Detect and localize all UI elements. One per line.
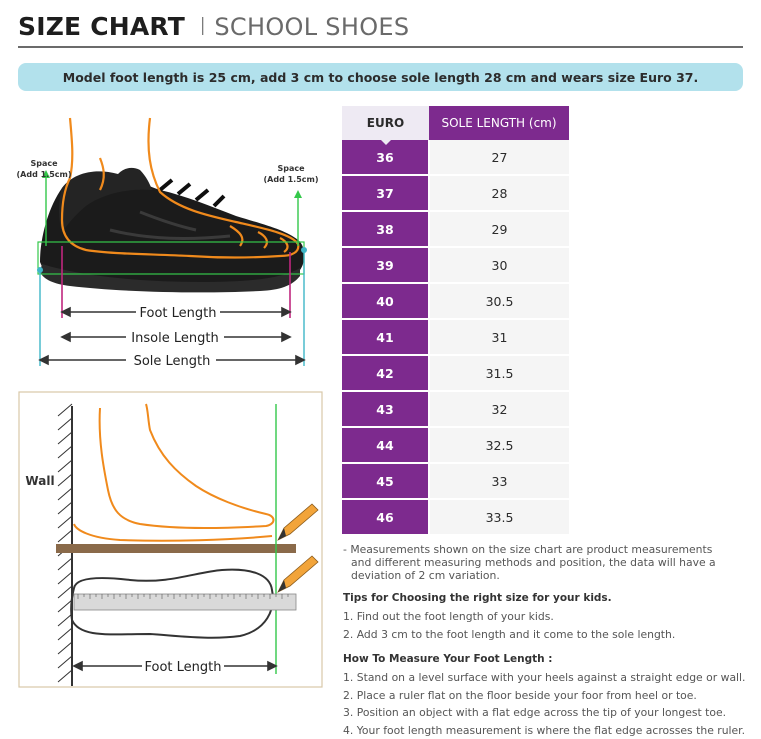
euro-size: 46 [342, 499, 429, 535]
sole-length: 32.5 [429, 427, 569, 463]
list-item: 2. Add 3 cm to the foot length and it co… [343, 626, 753, 644]
euro-size: 45 [342, 463, 429, 499]
howto-list: 1. Stand on a level surface with your he… [343, 669, 753, 739]
pencil-icon [278, 556, 318, 592]
space-right-label: Space [277, 164, 305, 173]
sole-length: 33.5 [429, 499, 569, 535]
sole-length: 31 [429, 319, 569, 355]
sole-length: 32 [429, 391, 569, 427]
disclaimer-line: deviation of 2 cm variation. [343, 569, 753, 582]
sole-length: 31.5 [429, 355, 569, 391]
floor [56, 544, 296, 553]
measure-foot-length-label: Foot Length [145, 660, 222, 675]
space-left-sub: (Add 1.5cm) [17, 170, 72, 179]
disclaimer-line: - Measurements shown on the size chart a… [343, 543, 712, 556]
title-divider [18, 46, 743, 48]
euro-size: 41 [342, 319, 429, 355]
title-subtitle: SCHOOL SHOES [214, 13, 409, 41]
space-left-label: Space [30, 159, 58, 168]
foot-measure-diagram: Wall Foot Length [0, 390, 330, 690]
tips-list: 1. Find out the foot length of your kids… [343, 608, 753, 643]
size-table-header: EURO SOLE LENGTH (cm) [342, 106, 569, 140]
euro-size: 38 [342, 211, 429, 247]
euro-size: 44 [342, 427, 429, 463]
sole-length: 29 [429, 211, 569, 247]
title-main: SIZE CHART [18, 12, 185, 41]
foot-length-label: Foot Length [140, 306, 217, 321]
sole-length: 30.5 [429, 283, 569, 319]
euro-size: 42 [342, 355, 429, 391]
sole-length: 27 [429, 140, 569, 175]
euro-size: 39 [342, 247, 429, 283]
wall-label: Wall [25, 474, 54, 488]
disclaimer-line: and different measuring methods and posi… [343, 556, 753, 569]
sole-length: 28 [429, 175, 569, 211]
header-sole-length: SOLE LENGTH (cm) [429, 106, 569, 140]
euro-size: 36 [342, 140, 429, 175]
list-item: 1. Find out the foot length of your kids… [343, 608, 753, 626]
shoe-measurement-diagram: Foot Length Insole Length Sole Length Sp… [0, 100, 330, 385]
euro-size: 43 [342, 391, 429, 427]
list-item: 4. Your foot length measurement is where… [343, 722, 753, 739]
insole-length-label: Insole Length [131, 331, 218, 346]
header-euro: EURO [342, 106, 429, 140]
pencil-icon [278, 504, 318, 540]
list-item: 2. Place a ruler flat on the floor besid… [343, 687, 753, 705]
list-item: 1. Stand on a level surface with your he… [343, 669, 753, 687]
side-foot-outline [100, 404, 274, 528]
title-separator: I [199, 12, 206, 41]
space-right-sub: (Add 1.5cm) [264, 175, 319, 184]
page-title: SIZE CHART I SCHOOL SHOES [18, 12, 409, 44]
sole-length-label: Sole Length [134, 354, 211, 369]
euro-size: 40 [342, 283, 429, 319]
howto-title: How To Measure Your Foot Length : [343, 653, 753, 665]
sole-length: 30 [429, 247, 569, 283]
disclaimer: - Measurements shown on the size chart a… [343, 543, 753, 582]
sole-length: 33 [429, 463, 569, 499]
euro-size: 37 [342, 175, 429, 211]
tips-title: Tips for Choosing the right size for you… [343, 592, 753, 604]
list-item: 3. Position an object with a flat edge a… [343, 704, 753, 722]
size-notes: - Measurements shown on the size chart a… [343, 543, 753, 739]
model-info-banner: Model foot length is 25 cm, add 3 cm to … [18, 63, 743, 91]
ruler [74, 594, 296, 610]
